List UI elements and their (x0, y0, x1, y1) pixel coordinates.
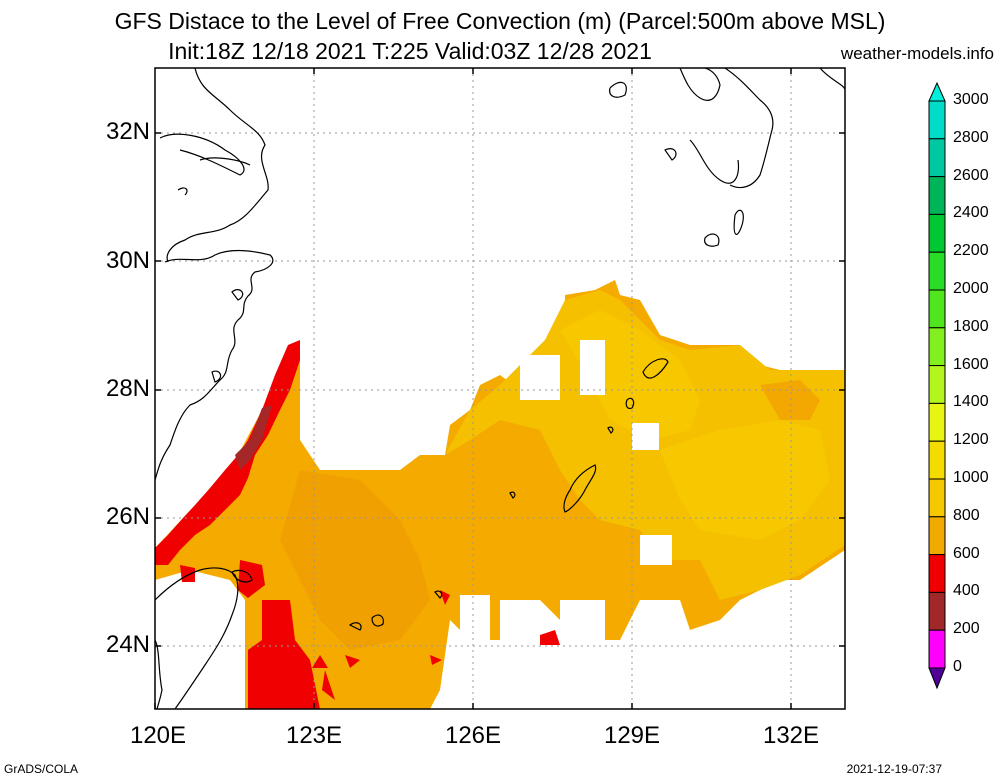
colorbar-label: 800 (953, 506, 980, 524)
lfc-gap (460, 595, 490, 640)
lfc-region-red-5 (540, 630, 560, 645)
colorbar-swatch (928, 251, 946, 291)
lfc-gap (640, 535, 672, 565)
colorbar-swatch (928, 402, 946, 442)
lon-label-129e: 129E (603, 722, 661, 749)
colorbar-swatch (928, 516, 946, 556)
lat-label-26n: 26N (105, 503, 150, 530)
lat-label-28n: 28N (105, 375, 150, 402)
lfc-gap (520, 355, 560, 400)
colorbar-label: 2200 (953, 242, 989, 260)
colorbar-swatch (928, 100, 946, 140)
graticule (155, 68, 845, 709)
colorbar-swatch (928, 327, 946, 367)
lfc-region-red-8 (322, 670, 335, 700)
colorbar-label: 600 (953, 544, 980, 562)
footer-timestamp: 2021-12-19-07:37 (846, 762, 942, 776)
lfc-region-red (155, 340, 300, 565)
footer-software: GrADS/COLA (4, 762, 79, 776)
colorbar-swatch (928, 289, 946, 329)
colorbar-swatch (928, 629, 946, 669)
lon-label-132e: 132E (762, 722, 820, 749)
coastlines (155, 68, 845, 709)
colorbar-label: 200 (953, 620, 980, 638)
colorbar-label: 1800 (953, 317, 989, 335)
colorbar-swatch (928, 591, 946, 631)
map-title: GFS Distace to the Level of Free Convect… (114, 8, 886, 34)
lat-label-32n: 32N (105, 118, 150, 145)
colorbar-label: 1200 (953, 431, 989, 449)
colorbar-swatch (928, 440, 946, 480)
colorbar-label: 400 (953, 582, 980, 600)
lon-label-126e: 126E (444, 722, 502, 749)
lfc-gap (560, 600, 605, 645)
colorbar-swatch (928, 176, 946, 215)
colorbar-top-arrow (928, 81, 946, 102)
site-credit: weather-models.info (840, 44, 994, 63)
colorbar-label: 2600 (953, 166, 989, 184)
colorbar-label: 0 (953, 658, 962, 675)
map-frame (154, 67, 846, 710)
lfc-region-orange-2 (280, 470, 430, 650)
colorbar-label: 2000 (953, 280, 989, 297)
colorbar (928, 81, 946, 690)
lfc-region-yellow-3 (660, 420, 830, 540)
lat-label-24n: 24N (105, 631, 150, 658)
lfc-region-red-6 (312, 655, 328, 668)
colorbar-label: 1000 (953, 469, 989, 486)
lfc-region-red-7 (345, 655, 360, 668)
tick-marks (154, 68, 845, 709)
lfc-region-red-2 (248, 600, 320, 709)
lon-label-120e: 120E (129, 722, 187, 749)
colorbar-bottom-arrow (928, 667, 946, 690)
colorbar-swatch (928, 365, 946, 404)
colorbar-label: 1600 (953, 355, 989, 373)
lfc-field (155, 280, 845, 709)
map-subtitle: Init:18Z 12/18 2021 T:225 Valid:03Z 12/2… (168, 38, 652, 64)
lfc-gap (580, 340, 605, 395)
colorbar-label: 2800 (953, 128, 989, 146)
colorbar-swatch (928, 554, 946, 593)
lon-label-123e: 123E (285, 722, 343, 749)
lfc-region-red-9 (440, 590, 450, 605)
lfc-gap (500, 600, 540, 645)
lat-label-30n: 30N (105, 247, 150, 274)
lfc-region-brown (235, 405, 272, 470)
colorbar-swatch (928, 478, 946, 518)
colorbar-swatch (928, 213, 946, 253)
lfc-region-red-10 (430, 655, 442, 665)
colorbar-label: 3000 (953, 91, 989, 108)
colorbar-label: 2400 (953, 204, 989, 222)
colorbar-label: 1400 (953, 393, 989, 411)
lfc-gap (632, 423, 659, 450)
colorbar-swatch (928, 138, 946, 178)
